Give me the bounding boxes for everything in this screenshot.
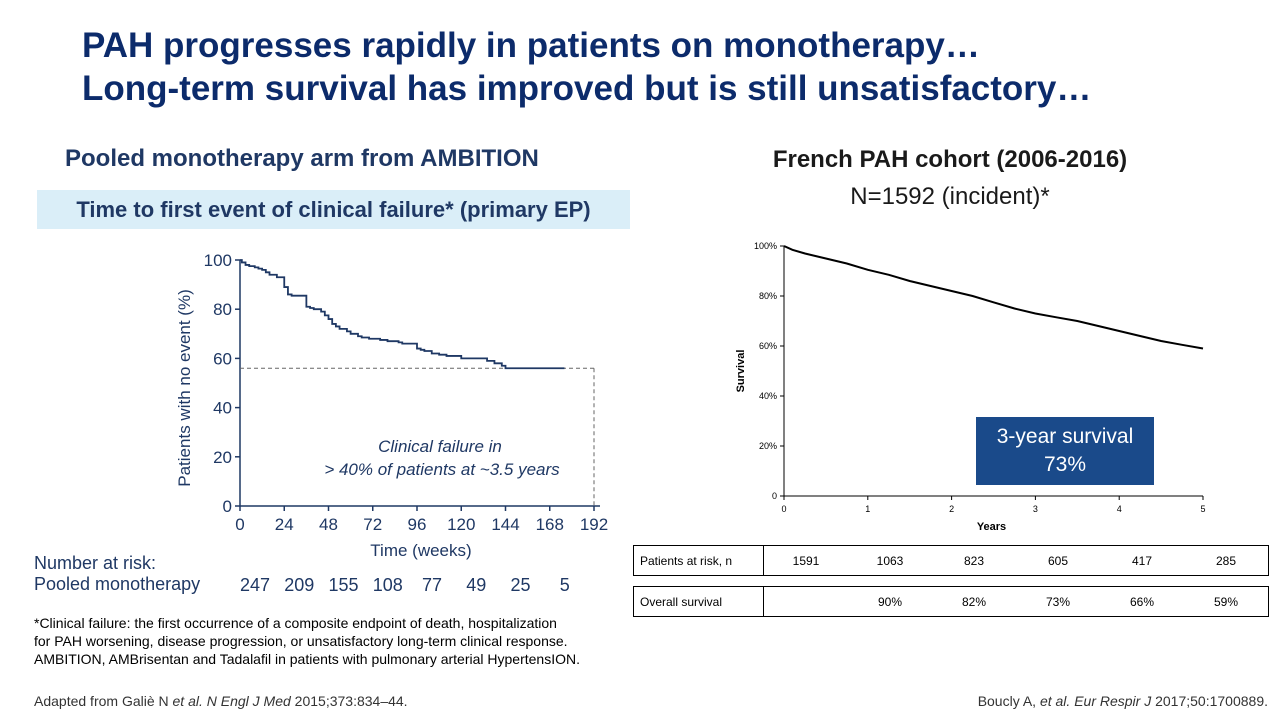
km-chart: 0 20 40 60 80 100 0 24 48 72 96 120 144 168 192 Time (w… <box>175 251 608 560</box>
km-curve-pooled-monotherapy <box>240 259 565 370</box>
survival-chart: 0 20% 40% 60% 80% 100% 0 1 2 3 4 5 Years Survival <box>735 241 1206 533</box>
km-y-tick-label: 100 <box>204 251 232 270</box>
patients-at-risk-value: 1063 <box>848 545 932 576</box>
patients-at-risk-table: Patients at risk, n 1591 1063 823 605 417 285 <box>633 545 1269 576</box>
survival-x-tick-label: 1 <box>865 504 870 514</box>
km-x-tick-label: 48 <box>319 515 338 534</box>
km-y-tick-label: 20 <box>213 448 232 467</box>
km-plot <box>240 259 595 506</box>
number-at-risk-title: Number at risk: <box>34 553 157 573</box>
number-at-risk-value: 209 <box>284 575 315 595</box>
survival-box-line1: 3-year survival <box>996 425 1134 448</box>
reference-right: Boucly A, et al. Eur Respir J 2017;50:17… <box>977 693 1268 709</box>
title-line-2: Long-term survival has improved but is s… <box>82 69 1092 108</box>
right-subheading: N=1592 (incident)* <box>850 183 1050 210</box>
patients-at-risk-value: 417 <box>1100 545 1184 576</box>
km-x-tick-label: 120 <box>447 515 475 534</box>
number-at-risk-label: Pooled monotherapy <box>34 574 201 594</box>
footnote: *Clinical failure: the first occurrence … <box>34 614 634 668</box>
overall-survival-value <box>763 586 848 617</box>
survival-y-tick-label: 80% <box>759 291 777 301</box>
km-y-tick-label: 60 <box>213 349 232 368</box>
overall-survival-table: Overall survival 90% 82% 73% 66% 59% <box>633 586 1269 617</box>
overall-survival-value: 90% <box>848 586 932 617</box>
km-x-tick-label: 192 <box>580 515 608 534</box>
left-banner: Time to first event of clinical failure*… <box>37 190 630 229</box>
survival-plot <box>783 245 1204 350</box>
survival-y-tick-label: 20% <box>759 441 777 451</box>
left-heading: Pooled monotherapy arm from AMBITION <box>65 145 539 172</box>
survival-x-tick-label: 0 <box>781 504 786 514</box>
km-x-tick-label: 72 <box>363 515 382 534</box>
survival-x-tick-label: 4 <box>1117 504 1122 514</box>
survival-curve-overall <box>783 245 1204 350</box>
number-at-risk-value: 108 <box>372 575 403 595</box>
survival-axes: 0 20% 40% 60% 80% 100% 0 1 2 3 4 5 Years Survival <box>735 241 1206 533</box>
number-at-risk-value: 49 <box>466 575 487 595</box>
patients-at-risk-value: 823 <box>932 545 1016 576</box>
km-y-tick-label: 80 <box>213 300 232 319</box>
patients-at-risk-value: 285 <box>1184 545 1269 576</box>
number-at-risk-value: 247 <box>239 575 271 595</box>
km-annotation-line1: Clinical failure in <box>378 437 502 456</box>
three-year-survival-box: 3-year survival 73% <box>976 417 1154 485</box>
km-x-tick-label: 24 <box>275 515 294 534</box>
number-at-risk-value: 5 <box>559 575 570 595</box>
km-annotation-line2: > 40% of patients at ~3.5 years <box>324 460 560 479</box>
slide-title: PAH progresses rapidly in patients on mo… <box>82 24 1091 110</box>
km-x-tick-label: 168 <box>536 515 564 534</box>
km-y-axis-label: Patients with no event (%) <box>175 289 194 486</box>
km-axes: 0 20 40 60 80 100 0 24 48 72 96 120 144 168 192 Time (w… <box>175 251 608 560</box>
km-y-tick-label: 0 <box>223 497 232 516</box>
right-heading: French PAH cohort (2006-2016) <box>772 146 1128 173</box>
survival-y-tick-label: 60% <box>759 341 777 351</box>
survival-x-tick-label: 3 <box>1033 504 1038 514</box>
patients-at-risk-row: Patients at risk, n 1591 1063 823 605 417 285 <box>633 545 1269 576</box>
patients-at-risk-label: Patients at risk, n <box>633 545 764 576</box>
number-at-risk-value: 77 <box>421 575 443 595</box>
overall-survival-label: Overall survival <box>633 586 764 617</box>
survival-x-tick-label: 5 <box>1200 504 1205 514</box>
survival-y-axis-label: Survival <box>735 350 747 393</box>
patients-at-risk-value: 1591 <box>763 545 848 576</box>
footnote-line-3: AMBITION, AMBrisentan and Tadalafil in p… <box>34 651 580 667</box>
km-x-axis-label: Time (weeks) <box>370 541 471 560</box>
survival-y-tick-label: 40% <box>759 391 777 401</box>
overall-survival-row: Overall survival 90% 82% 73% 66% 59% <box>633 586 1269 617</box>
km-x-tick-label: 96 <box>408 515 427 534</box>
reference-left: Adapted from Galiè N et al. N Engl J Med… <box>34 693 408 709</box>
footnote-line-2: for PAH worsening, disease progression, … <box>34 633 568 649</box>
overall-survival-value: 66% <box>1100 586 1184 617</box>
survival-x-axis-label: Years <box>977 521 1006 533</box>
overall-survival-value: 59% <box>1184 586 1269 617</box>
km-y-tick-label: 40 <box>213 399 232 418</box>
number-at-risk-value: 155 <box>328 575 359 595</box>
survival-x-tick-label: 2 <box>949 504 954 514</box>
km-x-tick-label: 0 <box>235 515 244 534</box>
overall-survival-value: 73% <box>1016 586 1100 617</box>
km-x-tick-label: 144 <box>491 515 519 534</box>
overall-survival-value: 82% <box>932 586 1016 617</box>
footnote-line-1: *Clinical failure: the first occurrence … <box>34 615 557 631</box>
survival-y-tick-label: 0 <box>772 491 777 501</box>
number-at-risk-value: 25 <box>510 575 531 595</box>
patients-at-risk-value: 605 <box>1016 545 1100 576</box>
title-line-1: PAH progresses rapidly in patients on mo… <box>82 26 980 65</box>
survival-y-tick-label: 100% <box>754 241 777 251</box>
survival-box-line2: 73% <box>1043 453 1087 476</box>
